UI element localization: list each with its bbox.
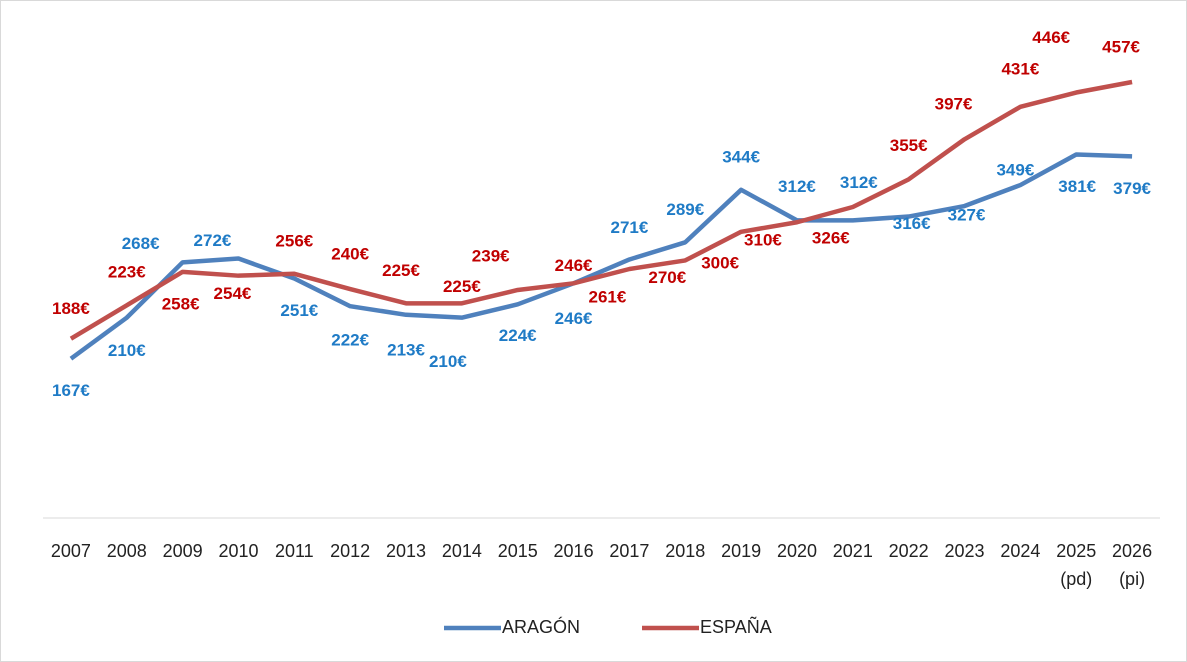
data-label: 379€ xyxy=(1113,179,1151,198)
data-label: 239€ xyxy=(472,246,510,265)
data-label: 268€ xyxy=(122,234,160,253)
x-tick-label: 2023 xyxy=(944,541,985,561)
legend-label: ARAGÓN xyxy=(502,616,580,637)
x-tick-label: 2022 xyxy=(888,541,929,561)
series-line xyxy=(69,152,1133,361)
data-label: 258€ xyxy=(162,294,200,313)
x-tick-label: 2008 xyxy=(106,541,147,561)
x-tick-label: 2021 xyxy=(832,541,873,561)
data-label: 312€ xyxy=(778,177,816,196)
data-label: 270€ xyxy=(648,268,686,287)
data-label: 240€ xyxy=(331,245,369,264)
x-tick-label: 2011 xyxy=(274,541,314,561)
x-tick-label: 2024 xyxy=(1000,541,1041,561)
data-label: 300€ xyxy=(701,253,739,272)
x-tick-label: 2009 xyxy=(162,541,203,561)
data-label: 246€ xyxy=(555,256,593,275)
x-tick-label: 2007 xyxy=(50,541,91,561)
data-label: 349€ xyxy=(996,161,1034,180)
x-tick-label: 2020 xyxy=(776,541,817,561)
data-label: 225€ xyxy=(443,277,481,296)
data-label: 222€ xyxy=(331,331,369,350)
data-label: 446€ xyxy=(1032,28,1070,47)
data-label: 251€ xyxy=(280,301,318,320)
x-tick-label: 2019 xyxy=(721,541,762,561)
x-tick-label: 2018 xyxy=(665,541,706,561)
data-label: 224€ xyxy=(499,326,537,345)
data-label: 210€ xyxy=(108,341,146,360)
data-label: 327€ xyxy=(948,206,986,225)
x-tick-label: 2026 (pi) xyxy=(1112,541,1153,589)
data-label: 310€ xyxy=(744,231,782,250)
data-label: 188€ xyxy=(52,299,90,318)
data-label: 316€ xyxy=(893,214,931,233)
data-label: 312€ xyxy=(840,173,878,192)
data-label: 326€ xyxy=(812,228,850,247)
data-label: 256€ xyxy=(275,231,313,250)
data-label: 254€ xyxy=(214,284,252,303)
data-label: 246€ xyxy=(555,309,593,328)
data-label: 261€ xyxy=(589,287,627,306)
data-label: 289€ xyxy=(666,200,704,219)
data-label: 397€ xyxy=(935,95,973,114)
x-tick-label: 2016 xyxy=(553,541,594,561)
x-tick-label: 2017 xyxy=(609,541,650,561)
x-tick-label: 2014 xyxy=(441,541,482,561)
series-line xyxy=(69,79,1133,341)
data-label: 167€ xyxy=(52,381,90,400)
data-label: 213€ xyxy=(387,340,425,359)
x-tick-label: 2013 xyxy=(385,541,427,561)
x-tick-label: 2012 xyxy=(330,541,371,561)
data-label: 272€ xyxy=(194,231,232,250)
data-label: 355€ xyxy=(890,136,928,155)
legend-label: ESPAÑA xyxy=(700,616,772,637)
data-label: 223€ xyxy=(108,263,146,282)
data-label: 431€ xyxy=(1001,59,1039,78)
x-tick-label: 2025 (pd) xyxy=(1056,541,1097,589)
x-tick-label: 2015 xyxy=(497,541,538,561)
data-label: 271€ xyxy=(611,218,649,237)
data-label: 210€ xyxy=(429,352,467,371)
data-label: 457€ xyxy=(1102,38,1140,57)
data-label: 344€ xyxy=(722,147,760,166)
data-label: 381€ xyxy=(1058,177,1096,196)
data-label: 225€ xyxy=(382,261,420,280)
x-tick-label: 2010 xyxy=(218,541,259,561)
